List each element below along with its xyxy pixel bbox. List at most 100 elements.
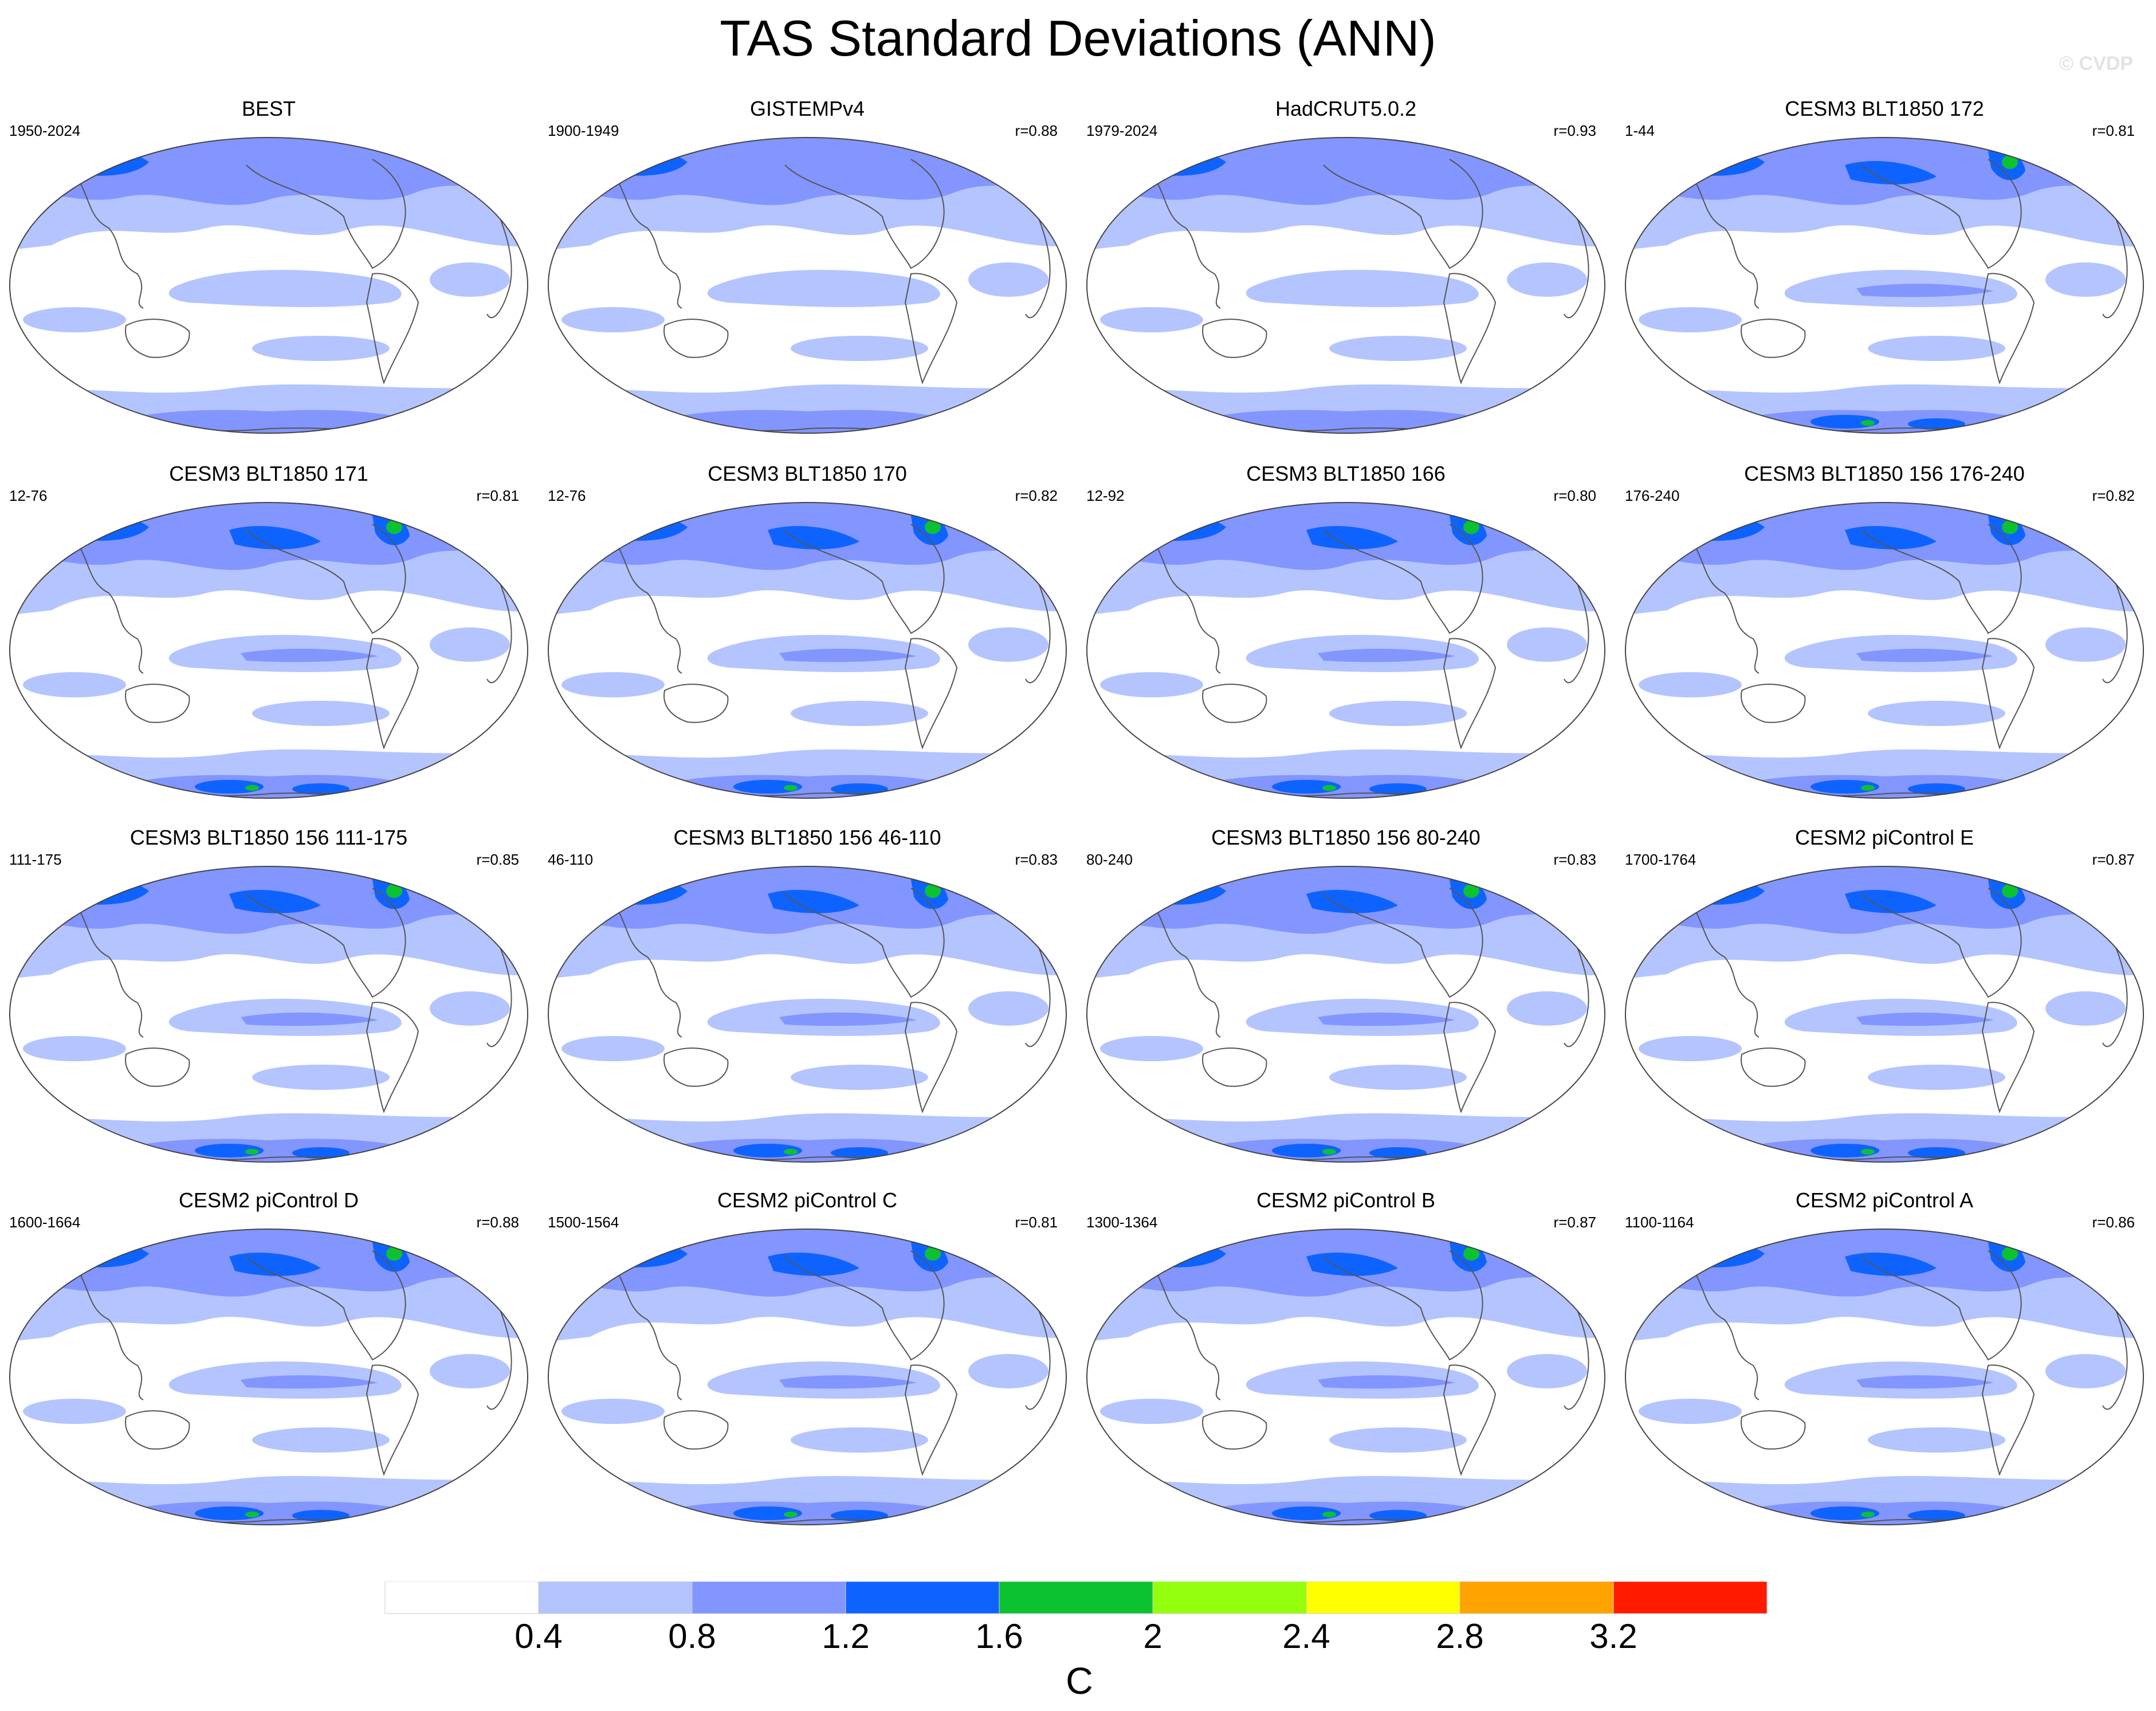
colorbar-swatch [1459,1582,1614,1614]
contour-indian-ocean [1639,672,1742,697]
contour-sh-dark-2 [831,1147,888,1159]
coastline-south-america [904,273,958,384]
contour-sh-medium [69,410,470,433]
contour-africa [968,262,1048,297]
contour-nh-lime [1176,519,1192,527]
coastline-australia [125,684,190,723]
contour-sh-dark-1 [195,780,264,794]
coastline-south-america [366,1002,419,1113]
contour-sh-dark-1 [1811,1506,1879,1520]
contour-sh-medium [1146,1501,1547,1525]
contour-sh-dark-1 [1272,1144,1341,1157]
panel-period: 1950-2024 [9,122,81,139]
panel-period: 12-76 [9,487,48,504]
coastline-australia [663,319,729,358]
contour-south-pacific [252,1427,390,1453]
coastline-australia [125,319,190,358]
contour-sh-dark-1 [1811,415,1879,429]
contour-nh-green [629,515,661,531]
colorbar-tick-label: 0.8 [668,1617,716,1655]
contour-indian-ocean [1639,1399,1742,1424]
coastline-north-america [246,1250,406,1361]
contour-sh-dark-2 [1908,783,1965,795]
contour-indian-ocean [561,672,665,697]
contour-nh-lime [99,1245,115,1253]
contour-sh-dark-1 [195,1506,264,1520]
coastline-north-america [1323,159,1483,269]
contour-tropical-pacific-core [1856,649,1994,662]
contour-nh-dark-canada [1306,525,1398,550]
contour-nh-lime [637,1245,653,1253]
map-border [9,502,528,799]
panel-title: CESM3 BLT1850 170 [708,462,907,485]
contour-nh-green [1706,1242,1738,1258]
coastline-north-america [246,159,406,269]
coastline-africa [1564,564,1589,684]
coastline-north-america [1323,1250,1483,1361]
map-border [548,502,1067,799]
panel-pattern-correlation: r=0.81 [476,487,519,504]
contour-nh-green-atl [925,520,941,534]
contour-nh-dark-canada [1845,160,1937,185]
contour-tropical-pacific-core [1318,1375,1455,1389]
watermark: © CVDP [2059,53,2133,74]
panel-title: CESM2 piControl A [1795,1188,1974,1212]
robinson-world-map [1086,502,1605,799]
contour-sh-green [1861,1512,1875,1517]
contour-nh-dark-canada [768,889,859,913]
coastline-north-america [784,888,945,998]
contour-sh-green [784,1149,798,1155]
contour-africa [1507,991,1587,1026]
contour-nh-dark-canada [768,525,859,550]
contour-nh-green-atl [2002,884,2018,898]
panel-title: GISTEMPv4 [749,97,865,120]
coastline-east-asia [68,529,144,674]
contour-tropical-pacific [1246,270,1479,307]
coastline-australia [663,1047,729,1087]
coastline-africa [486,199,512,319]
contour-nh-dark-canada [229,1252,321,1276]
contour-sh-medium [607,1139,1008,1162]
contour-sh-dark-2 [292,1147,349,1159]
contour-south-pacific [1868,701,2005,726]
contour-nh-lime [1714,154,1730,162]
panel-pattern-correlation: r=0.82 [1015,487,1058,504]
panel-period: 1900-1949 [548,122,619,139]
map-border [1086,137,1605,434]
contour-sh-dark-1 [733,780,802,794]
coastline-north-america [784,159,945,269]
contour-sh-green [1322,785,1336,791]
colorbar-tick-label: 1.2 [822,1617,869,1655]
robinson-world-map [1625,137,2144,434]
contour-south-pacific [1868,1065,2005,1090]
contour-indian-ocean [561,1399,665,1424]
coastline-east-asia [607,164,682,309]
coastline-east-asia [1145,893,1221,1038]
panel-pattern-correlation: r=0.82 [2092,487,2135,504]
coastline-africa [1025,1290,1051,1410]
contour-nh-green [90,515,122,531]
contour-africa [430,991,510,1026]
contour-nh-green-atl [386,1247,402,1261]
map-border [9,866,528,1163]
panel-pattern-correlation: r=0.88 [476,1214,519,1231]
colorbar-unit-label: C [1066,1659,1093,1702]
coastline-south-america [366,273,419,384]
contour-sh-green [784,1512,798,1517]
coastline-africa [1025,199,1051,319]
contour-indian-ocean [23,672,126,697]
coastline-africa [2102,564,2128,684]
contour-sh-green [1322,1149,1336,1155]
contour-tropical-pacific-core [1856,1375,1994,1389]
contour-sh-medium [1684,1139,2086,1162]
contour-africa [430,1354,510,1388]
robinson-world-map [548,866,1067,1163]
contour-sh-medium [1146,1139,1547,1162]
contour-sh-medium [69,1501,470,1525]
panel-title: CESM3 BLT1850 156 80-240 [1211,826,1480,849]
robinson-world-map [1625,1229,2144,1525]
contour-sh-dark-1 [195,1144,264,1157]
contour-sh-medium [607,1501,1008,1525]
contour-africa [1507,262,1587,297]
panel-pattern-correlation: r=0.87 [2092,851,2135,868]
